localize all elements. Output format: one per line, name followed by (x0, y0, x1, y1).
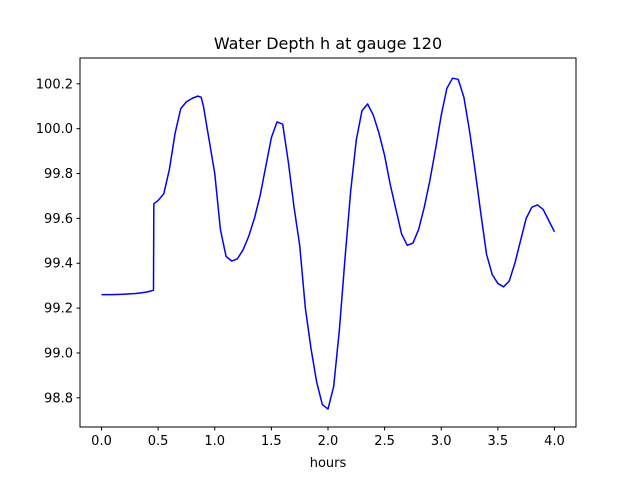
chart-title: Water Depth h at gauge 120 (214, 34, 442, 53)
x-tick-label: 3.5 (488, 434, 509, 449)
x-tick-label: 1.5 (261, 434, 282, 449)
y-tick-label: 99.0 (44, 346, 73, 361)
x-tick-label: 1.0 (204, 434, 225, 449)
y-tick-label: 99.4 (44, 257, 73, 272)
x-axis-ticks: 0.0 0.5 1.0 1.5 2.0 2.5 3.0 3.5 4.0 (91, 427, 565, 449)
x-tick-label: 2.0 (318, 434, 339, 449)
y-tick-label: 100.2 (36, 77, 73, 92)
y-tick-label: 98.8 (44, 391, 73, 406)
y-tick-label: 99.6 (44, 212, 73, 227)
x-tick-label: 4.0 (544, 434, 565, 449)
x-tick-label: 0.5 (148, 434, 169, 449)
x-tick-label: 3.0 (431, 434, 452, 449)
x-tick-label: 0.0 (91, 434, 112, 449)
x-axis-label: hours (310, 456, 347, 471)
series-line-0 (101, 77, 556, 410)
plot-area (101, 77, 556, 410)
x-tick-label: 2.5 (374, 434, 395, 449)
y-axis-ticks: 98.8 99.0 99.2 99.4 99.6 99.8 100.0 100.2 (36, 77, 80, 406)
y-tick-label: 99.2 (44, 302, 73, 317)
y-tick-label: 100.0 (36, 122, 73, 137)
axes-frame (79, 57, 577, 428)
y-tick-label: 99.8 (44, 167, 73, 182)
